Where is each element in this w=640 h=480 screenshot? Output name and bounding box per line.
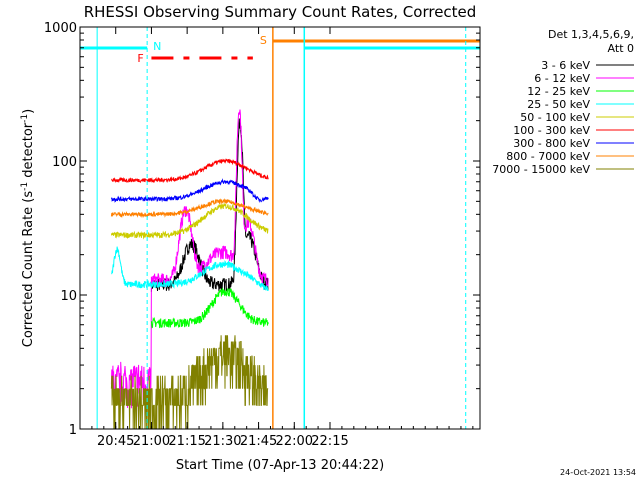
x-tick-label: 21:45 (240, 434, 277, 449)
series-line-2 (110, 109, 269, 410)
series-traces (110, 109, 269, 430)
x-tick-label: 21:00 (133, 434, 170, 449)
x-tick-label: 22:15 (311, 434, 348, 449)
plot-frame (79, 26, 481, 430)
legend-label: 12 - 25 keV (527, 85, 590, 98)
legend-label: 800 - 7000 keV (506, 150, 590, 163)
legend-label: 7000 - 15000 keV (492, 163, 590, 176)
series-line-6 (111, 158, 269, 184)
legend-label: 50 - 100 keV (520, 111, 590, 124)
x-tick-label: 22:00 (276, 434, 313, 449)
x-tick-label: 21:15 (168, 434, 205, 449)
x-tick-label: 20:45 (97, 434, 134, 449)
orbit-overlays: NF S (80, 27, 480, 429)
series-line-3 (150, 287, 269, 329)
y-tick-label: 100 (52, 155, 77, 170)
y-tick-label: 10 (60, 289, 77, 304)
series-line-9 (110, 335, 269, 430)
legend-label: 6 - 12 keV (534, 72, 590, 85)
legend-label: 3 - 6 keV (541, 59, 590, 72)
chart-title: RHESSI Observing Summary Count Rates, Co… (84, 3, 477, 21)
legend-label: 100 - 300 keV (513, 124, 590, 137)
legend-label: 300 - 800 keV (513, 137, 590, 150)
series-line-4 (111, 246, 269, 292)
series-line-1 (150, 118, 269, 292)
y-tick-label: 1 (69, 423, 77, 438)
legend-header-line2: Att 0 (608, 42, 634, 55)
generation-timestamp: 24-Oct-2021 13:54 (560, 468, 636, 477)
series-line-7 (110, 178, 269, 203)
night-label: N (153, 40, 161, 53)
flare-label: F (137, 52, 143, 65)
saa-label: S (260, 34, 267, 47)
x-tick-label: 21:30 (204, 434, 241, 449)
series-line-5 (110, 202, 269, 240)
legend-label: 25 - 50 keV (527, 98, 590, 111)
y-tick-label: 1000 (44, 21, 77, 36)
series-line-8 (110, 198, 269, 219)
legend-header-line1: Det 1,3,4,5,6,9, (548, 28, 634, 41)
x-axis-label: Start Time (07-Apr-13 20:44:22) (176, 458, 384, 473)
y-axis-label: Corrected Count Rate (s-1 detector-1) (20, 109, 36, 347)
